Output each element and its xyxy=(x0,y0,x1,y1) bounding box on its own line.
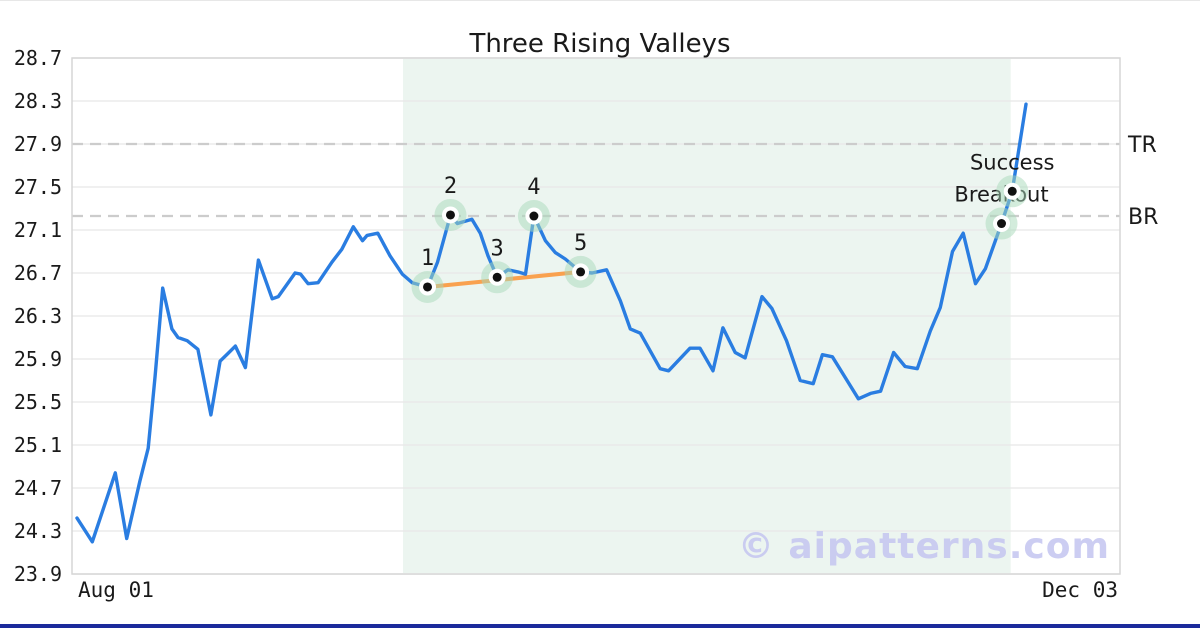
marker-dot xyxy=(576,267,586,277)
reference-label-tr: TR xyxy=(1127,133,1157,158)
marker-point-1 xyxy=(411,270,444,303)
y-tick-label: 25.9 xyxy=(14,347,62,371)
price-line xyxy=(75,102,1028,544)
marker-label-success-point: Success xyxy=(970,150,1055,174)
marker-success-point xyxy=(996,175,1029,208)
marker-label-point-3: 3 xyxy=(491,236,504,261)
y-tick-label: 28.7 xyxy=(14,46,62,70)
marker-label-point-2: 2 xyxy=(444,174,457,199)
plot-border xyxy=(71,57,1121,575)
y-tick-label: 24.3 xyxy=(14,519,62,543)
marker-dot xyxy=(529,211,539,221)
marker-dot xyxy=(492,272,502,282)
marker-point-2 xyxy=(434,198,467,231)
x-tick-label-end: Dec 03 xyxy=(1042,578,1118,602)
y-tick-label: 28.3 xyxy=(14,89,62,113)
marker-point-3 xyxy=(481,261,514,294)
reference-line-layer xyxy=(72,142,1120,218)
y-tick-label: 26.3 xyxy=(14,304,62,328)
marker-point-5 xyxy=(564,255,597,288)
marker-dot xyxy=(1007,186,1017,196)
reference-label-br: BR xyxy=(1128,205,1158,230)
marker-point-4 xyxy=(517,200,550,233)
marker-label-point-5: 5 xyxy=(574,231,587,256)
marker-dot xyxy=(445,210,455,220)
y-tick-label: 27.1 xyxy=(14,218,62,242)
marker-label-point-1: 1 xyxy=(421,246,434,271)
y-tick-label: 24.7 xyxy=(14,476,62,500)
axis-tick-layer: 28.7 28.3 27.9 27.5 27.1 26.7 26.3 25.9 25.5 25.1… xyxy=(14,46,1159,602)
y-tick-label: 23.9 xyxy=(14,562,62,586)
y-tick-label: 27.5 xyxy=(14,175,62,199)
watermark: © aipatterns.com xyxy=(738,526,1110,567)
marker-dot xyxy=(997,219,1007,229)
marker-label-point-4: 4 xyxy=(527,175,540,200)
marker-dot xyxy=(423,282,433,292)
price-line-layer xyxy=(75,102,1028,544)
x-tick-label-start: Aug 01 xyxy=(78,578,154,602)
y-tick-label: 27.9 xyxy=(14,132,62,156)
marker-breakout-point xyxy=(985,207,1018,240)
y-tick-label: 25.5 xyxy=(14,390,62,414)
bottom-accent-bar xyxy=(0,624,1200,628)
chart-title: Three Rising Valleys xyxy=(468,29,730,59)
y-tick-label: 25.1 xyxy=(14,433,62,457)
y-tick-label: 26.7 xyxy=(14,261,62,285)
plot-border-layer xyxy=(71,57,1121,575)
marker-layer: 12345BreakoutSuccess xyxy=(411,150,1055,303)
